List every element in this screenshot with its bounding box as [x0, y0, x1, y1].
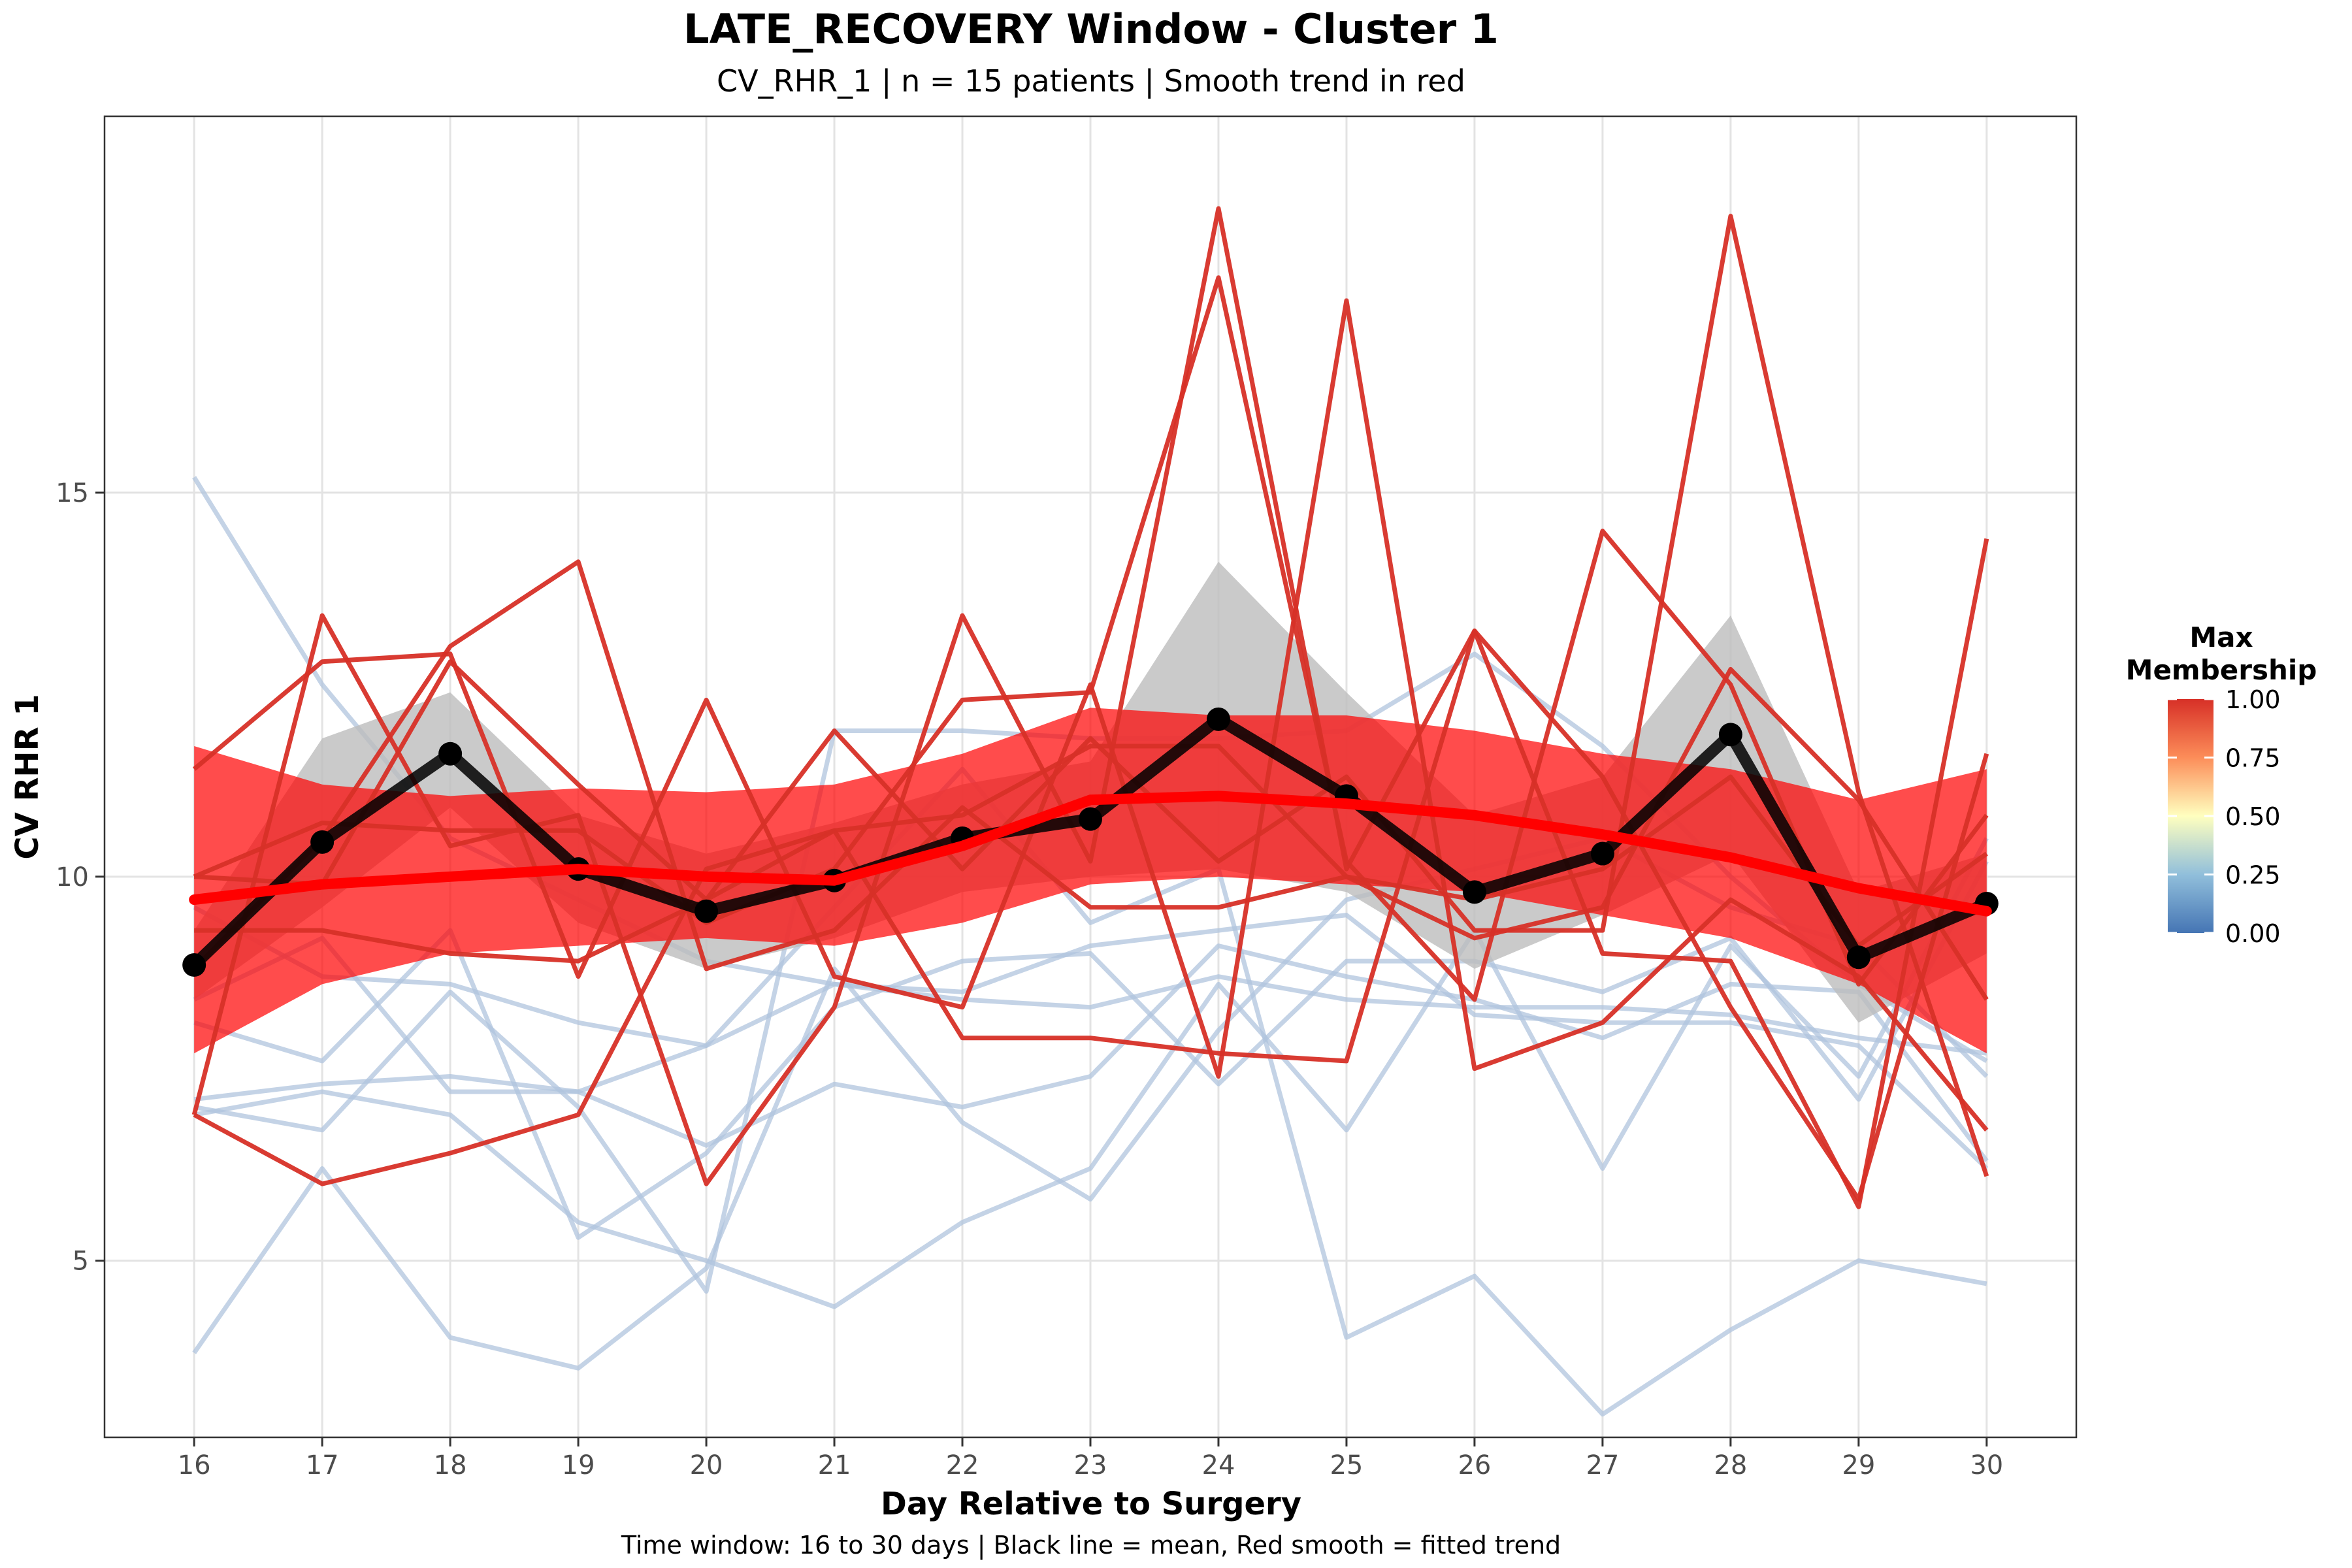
patient-series-line-6	[193, 837, 1989, 1309]
legend: Max Membership 0.00 0.25 0.50 0.75 1.00	[2126, 621, 2317, 948]
mean-point	[1462, 880, 1486, 904]
patient-series-line-4	[193, 943, 1989, 1162]
smooth-line-path	[189, 791, 1992, 917]
mean-point	[438, 742, 463, 766]
x-tick-label: 16	[178, 1450, 211, 1480]
y-tick-label: 15	[56, 478, 89, 508]
mean-point	[1590, 841, 1614, 866]
legend-tick-label: 0.50	[2225, 802, 2281, 831]
y-axis-ticks: 5 10 15	[56, 478, 105, 1277]
patient-series-line-12	[193, 629, 1989, 1202]
x-tick-label: 24	[1202, 1450, 1235, 1480]
high-membership-series	[191, 206, 1989, 1209]
patient-series-line-10	[191, 206, 1989, 1209]
x-tick-label: 17	[306, 1450, 339, 1480]
x-tick-label: 23	[1074, 1450, 1107, 1480]
legend-tick-label: 0.00	[2225, 919, 2281, 948]
x-tick-label: 28	[1714, 1450, 1747, 1480]
legend-ticks: 0.00 0.25 0.50 0.75 1.00	[2168, 685, 2281, 948]
x-tick-label: 29	[1842, 1450, 1875, 1480]
chart-title: LATE_RECOVERY Window - Cluster 1	[683, 5, 1499, 53]
mean-point	[182, 953, 206, 977]
y-tick-label: 10	[56, 862, 89, 892]
y-tick-label: 5	[73, 1247, 89, 1277]
patient-series-line-8	[193, 766, 1987, 1417]
x-tick-label: 26	[1458, 1450, 1491, 1480]
smooth-trend-line	[189, 791, 1992, 917]
mean-point	[1718, 723, 1742, 747]
x-tick-label: 20	[690, 1450, 723, 1480]
patient-series-line-14	[192, 559, 1989, 1001]
patient-series-line-15	[193, 659, 1988, 949]
x-tick-label: 21	[818, 1450, 851, 1480]
mean-point	[1079, 807, 1102, 831]
x-tick-label: 19	[562, 1450, 595, 1480]
mean-point	[694, 899, 719, 923]
patient-series-line-13	[193, 275, 1989, 1002]
x-tick-label: 22	[946, 1450, 979, 1480]
mean-point	[310, 830, 335, 854]
mean-point	[1206, 707, 1230, 731]
low-membership-series	[192, 476, 1989, 1417]
legend-tick-label: 0.75	[2225, 744, 2281, 773]
x-tick-label: 25	[1330, 1450, 1363, 1480]
x-axis-ticks: 16 17 18 19 20 21 22 23 24 25 26 27 28 29 30	[178, 1437, 2003, 1480]
chart-caption: Time window: 16 to 30 days | Black line …	[621, 1531, 1561, 1560]
legend-title-line-1: Max	[2189, 621, 2253, 653]
x-axis-title: Day Relative to Surgery	[881, 1486, 1301, 1522]
patient-series-line-5	[193, 860, 1989, 1240]
legend-title-line-2: Membership	[2126, 654, 2317, 686]
x-tick-label: 27	[1586, 1450, 1619, 1480]
patient-series-line-11	[194, 214, 1989, 1177]
legend-tick-label: 1.00	[2225, 685, 2281, 714]
legend-tick-label: 0.25	[2225, 861, 2281, 890]
chart-subtitle: CV_RHR_1 | n = 15 patients | Smooth tren…	[717, 63, 1465, 99]
y-axis-title: CV RHR 1	[9, 694, 46, 859]
mean-point	[1846, 945, 1870, 970]
x-tick-label: 18	[434, 1450, 467, 1480]
x-tick-label: 30	[1970, 1450, 2003, 1480]
